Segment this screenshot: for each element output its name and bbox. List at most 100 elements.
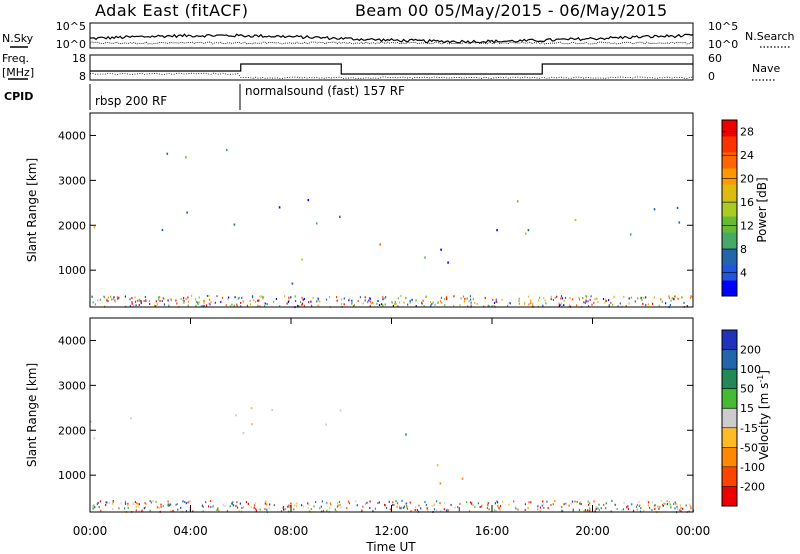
data-cell xyxy=(496,229,498,232)
data-cell xyxy=(334,508,336,511)
data-cell xyxy=(543,297,545,300)
data-cell xyxy=(159,296,161,299)
data-cell xyxy=(399,507,401,510)
data-cell xyxy=(422,299,424,302)
data-cell xyxy=(135,304,137,307)
data-cell xyxy=(232,501,234,504)
data-cell xyxy=(621,509,623,512)
data-cell xyxy=(674,295,676,298)
data-cell xyxy=(574,219,577,222)
data-cell xyxy=(167,299,169,302)
data-cell xyxy=(670,506,672,509)
data-cell xyxy=(200,305,202,308)
velocity-panel: 1000 2000 3000 4000 00:00 04:00 08:00 12:00 16:… xyxy=(25,317,771,554)
data-cell xyxy=(657,505,659,508)
data-cell xyxy=(542,304,544,307)
data-cell xyxy=(370,302,372,305)
data-cell xyxy=(96,503,98,506)
colorbar-segment xyxy=(722,232,737,249)
data-cell xyxy=(585,510,587,513)
data-cell xyxy=(107,296,109,299)
data-cell xyxy=(299,305,301,308)
data-cell xyxy=(294,295,296,298)
data-cell xyxy=(588,509,590,512)
data-cell xyxy=(453,295,455,298)
data-cell xyxy=(647,504,649,507)
velocity-panel-frame xyxy=(89,317,694,513)
data-cell xyxy=(590,295,592,298)
data-cell xyxy=(589,507,591,510)
data-cell xyxy=(368,299,370,302)
velocity-x-ticks: 00:00 04:00 08:00 12:00 16:00 20:00 00:00 xyxy=(73,318,710,538)
data-cell xyxy=(93,226,96,229)
data-cell xyxy=(434,303,436,306)
data-cell xyxy=(487,304,489,307)
data-cell xyxy=(271,408,273,412)
power-y-ticks: 1000 2000 3000 4000 xyxy=(58,129,693,277)
y-tick-label: 1000 xyxy=(58,469,86,482)
data-cell xyxy=(124,295,126,298)
data-cell xyxy=(496,301,498,304)
data-cell xyxy=(241,296,243,299)
data-cell xyxy=(144,506,146,509)
nave-right-tick-bottom: 0 xyxy=(708,70,715,83)
data-cell xyxy=(167,503,169,506)
data-cell xyxy=(403,505,405,508)
data-cell xyxy=(568,504,570,507)
data-cell xyxy=(233,223,236,226)
data-cell xyxy=(664,502,666,505)
data-cell xyxy=(660,298,662,301)
data-cell xyxy=(156,506,159,509)
data-cell xyxy=(563,304,565,307)
data-cell xyxy=(497,501,499,504)
data-cell xyxy=(678,221,681,224)
colorbar-segment xyxy=(722,200,737,217)
data-cell xyxy=(242,300,244,303)
data-cell xyxy=(677,297,679,300)
data-cell xyxy=(658,507,660,510)
data-cell xyxy=(124,502,127,505)
data-cell xyxy=(257,299,259,302)
data-cell xyxy=(279,305,281,308)
data-cell xyxy=(463,300,465,303)
data-cell xyxy=(285,508,287,511)
data-cell xyxy=(92,507,94,510)
data-cell xyxy=(444,502,446,505)
colorbar-tick-label: 16 xyxy=(740,196,754,209)
data-cell xyxy=(457,506,459,509)
data-cell xyxy=(472,298,474,301)
data-cell xyxy=(539,296,541,299)
data-cell xyxy=(391,301,393,304)
data-cell xyxy=(431,303,433,305)
data-cell xyxy=(472,504,474,507)
data-cell xyxy=(180,298,182,300)
data-cell xyxy=(380,303,383,306)
data-cell xyxy=(166,152,169,155)
data-cell xyxy=(605,507,607,510)
data-cell xyxy=(183,301,185,304)
data-cell xyxy=(587,305,589,308)
data-cell xyxy=(642,302,644,305)
data-cell xyxy=(266,503,268,506)
data-cell xyxy=(282,506,285,508)
freq-panel-frame xyxy=(89,54,694,81)
data-cell xyxy=(140,300,142,303)
data-cell xyxy=(411,298,413,301)
data-cell xyxy=(112,298,114,301)
data-cell xyxy=(440,296,442,299)
data-cell xyxy=(330,503,332,506)
data-cell xyxy=(530,299,532,302)
data-cell xyxy=(440,509,442,512)
data-cell xyxy=(175,299,177,302)
data-cell xyxy=(497,504,499,507)
data-cell xyxy=(445,509,448,512)
colorbar-segment xyxy=(722,120,737,137)
noise-traces xyxy=(89,33,694,45)
data-cell xyxy=(652,302,654,305)
data-cell xyxy=(351,299,353,302)
colorbar-tick-label: 20 xyxy=(740,173,754,186)
data-cell xyxy=(134,300,137,303)
data-cell xyxy=(364,502,367,505)
data-cell xyxy=(626,506,628,509)
data-cell xyxy=(346,507,348,510)
